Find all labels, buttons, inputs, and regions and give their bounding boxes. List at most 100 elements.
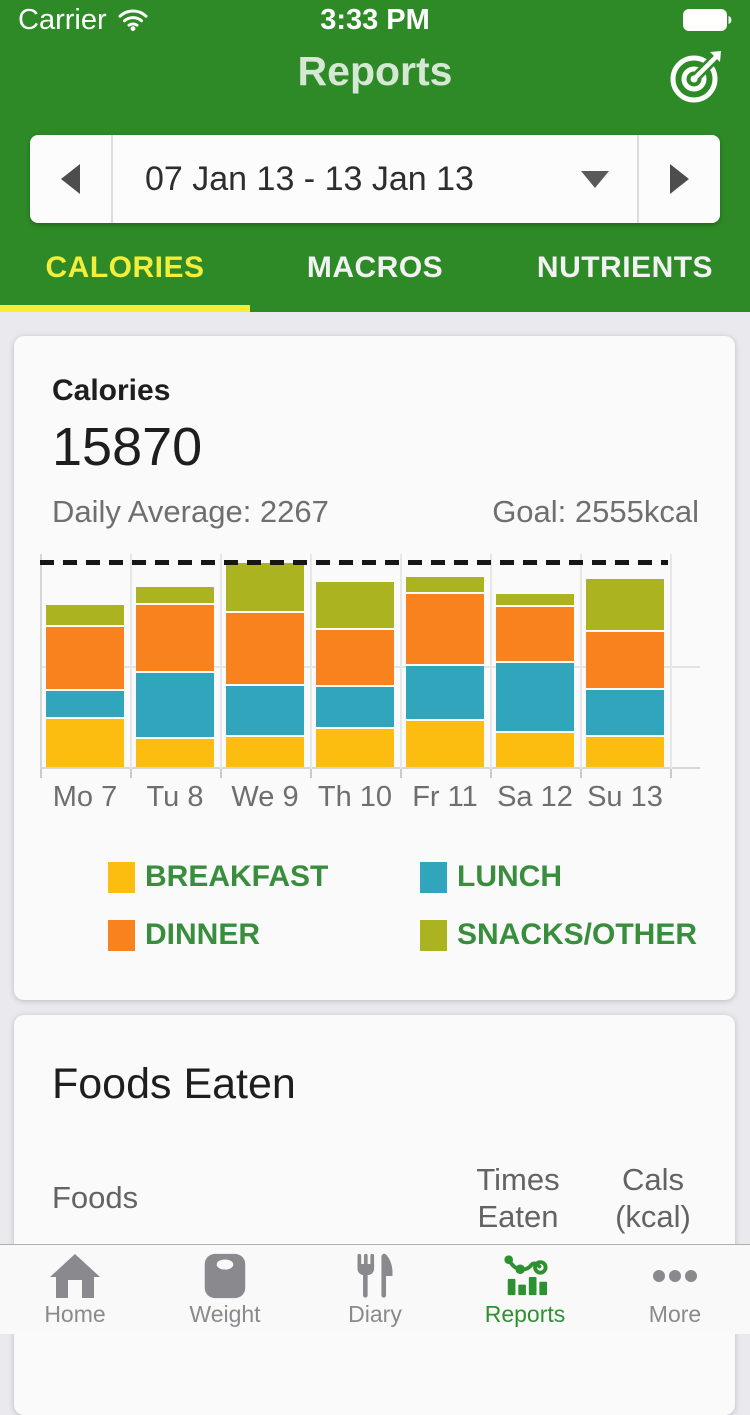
x-axis-label: Th 10 xyxy=(310,781,400,814)
tab-calories[interactable]: CALORIES xyxy=(0,223,250,312)
tab-label: Reports xyxy=(485,1301,566,1328)
right-columns: Times Eaten Cals (kcal) xyxy=(463,1161,703,1235)
segment-lunch xyxy=(136,671,214,737)
battery-icon xyxy=(682,8,732,32)
calories-card-title: Calories xyxy=(52,374,699,408)
column-times-eaten: Times Eaten xyxy=(463,1161,573,1235)
bottom-tab-bar: Home Weight Diary Reports More xyxy=(0,1244,750,1334)
bar-su-13 xyxy=(586,579,664,767)
segment-snacks-other xyxy=(586,579,664,630)
segment-breakfast xyxy=(316,727,394,767)
fork-knife-icon xyxy=(354,1253,396,1299)
axis-tick xyxy=(400,769,402,778)
segment-snacks-other xyxy=(406,577,484,592)
bar-slot xyxy=(40,605,130,767)
tab-label: Diary xyxy=(348,1301,402,1328)
segment-lunch xyxy=(496,661,574,731)
segment-snacks-other xyxy=(136,587,214,603)
calories-stacked-bar-chart xyxy=(40,554,700,769)
date-range-selector: 07 Jan 13 - 13 Jan 13 xyxy=(30,135,720,223)
bar-th-10 xyxy=(316,582,394,767)
axis-tick xyxy=(490,769,492,778)
legend-swatch xyxy=(420,862,447,893)
bar-slot xyxy=(130,587,220,767)
date-range-dropdown[interactable]: 07 Jan 13 - 13 Jan 13 xyxy=(113,135,637,223)
column-foods: Foods xyxy=(52,1180,138,1216)
segment-dinner xyxy=(496,605,574,661)
segment-lunch xyxy=(406,664,484,719)
axis-tick xyxy=(40,769,42,778)
tab-label: Home xyxy=(44,1301,105,1328)
x-axis-label: We 9 xyxy=(220,781,310,814)
segment-dinner xyxy=(46,625,124,689)
tab-diary[interactable]: Diary xyxy=(300,1245,450,1334)
more-dots-icon xyxy=(650,1253,700,1299)
bars-row xyxy=(40,563,670,767)
segment-dinner xyxy=(226,611,304,684)
tab-weight[interactable]: Weight xyxy=(150,1245,300,1334)
segment-breakfast xyxy=(586,735,664,767)
legend-swatch xyxy=(108,862,135,893)
bar-sa-12 xyxy=(496,594,574,767)
axis-tick xyxy=(310,769,312,778)
legend-lunch: LUNCH xyxy=(420,860,735,894)
tab-label: Weight xyxy=(189,1301,260,1328)
chevron-left-icon xyxy=(61,164,80,194)
tab-macros[interactable]: MACROS xyxy=(250,223,500,312)
legend-label: SNACKS/OTHER xyxy=(457,918,697,952)
segment-snacks-other xyxy=(46,605,124,625)
calories-total: 15870 xyxy=(52,416,699,478)
gridline xyxy=(670,554,672,769)
legend-breakfast: BREAKFAST xyxy=(108,860,420,894)
legend-dinner: DINNER xyxy=(108,918,420,952)
goal-target-icon[interactable] xyxy=(668,48,724,104)
segment-lunch xyxy=(586,688,664,735)
legend-swatch xyxy=(108,920,135,951)
axis-tick xyxy=(130,769,132,778)
home-icon xyxy=(50,1253,100,1299)
goal-label: Goal: 2555kcal xyxy=(492,494,699,530)
foods-eaten-title: Foods Eaten xyxy=(52,1059,703,1109)
column-cals: Cals (kcal) xyxy=(603,1161,703,1235)
tab-nutrients[interactable]: NUTRIENTS xyxy=(500,223,750,312)
bar-we-9 xyxy=(226,563,304,767)
foods-table-header: Foods Times Eaten Cals (kcal) xyxy=(52,1161,703,1235)
chevron-down-icon xyxy=(581,171,609,188)
segment-breakfast xyxy=(226,735,304,767)
status-bar: Carrier 3:33 PM xyxy=(0,0,750,40)
segment-dinner xyxy=(586,630,664,688)
axis-tick xyxy=(220,769,222,778)
segment-snacks-other xyxy=(316,582,394,628)
tab-reports[interactable]: Reports xyxy=(450,1245,600,1334)
axis-tick xyxy=(670,769,672,778)
tab-more[interactable]: More xyxy=(600,1245,750,1334)
bar-slot xyxy=(490,594,580,767)
legend-label: DINNER xyxy=(145,918,260,952)
next-week-button[interactable] xyxy=(639,135,720,223)
status-right xyxy=(522,8,732,32)
tab-home[interactable]: Home xyxy=(0,1245,150,1334)
prev-week-button[interactable] xyxy=(30,135,111,223)
app-header: Carrier 3:33 PM Reports xyxy=(0,0,750,312)
x-axis-label: Mo 7 xyxy=(40,781,130,814)
reports-chart-icon xyxy=(500,1253,550,1299)
x-axis-label: Sa 12 xyxy=(490,781,580,814)
segment-breakfast xyxy=(406,719,484,767)
legend-swatch xyxy=(420,920,447,951)
segment-snacks-other xyxy=(226,563,304,611)
date-range-label: 07 Jan 13 - 13 Jan 13 xyxy=(145,160,474,199)
segment-breakfast xyxy=(136,737,214,767)
axis-tick xyxy=(580,769,582,778)
legend-snacks-other: SNACKS/OTHER xyxy=(420,918,735,952)
status-left: Carrier xyxy=(18,4,228,37)
bar-slot xyxy=(580,579,670,767)
daily-average-label: Daily Average: 2267 xyxy=(52,494,329,530)
segment-snacks-other xyxy=(496,594,574,605)
foods-eaten-card: Foods Eaten Foods Times Eaten Cals (kcal… xyxy=(14,1015,735,1415)
wifi-icon xyxy=(117,8,149,32)
segment-lunch xyxy=(316,685,394,727)
segment-dinner xyxy=(136,603,214,671)
